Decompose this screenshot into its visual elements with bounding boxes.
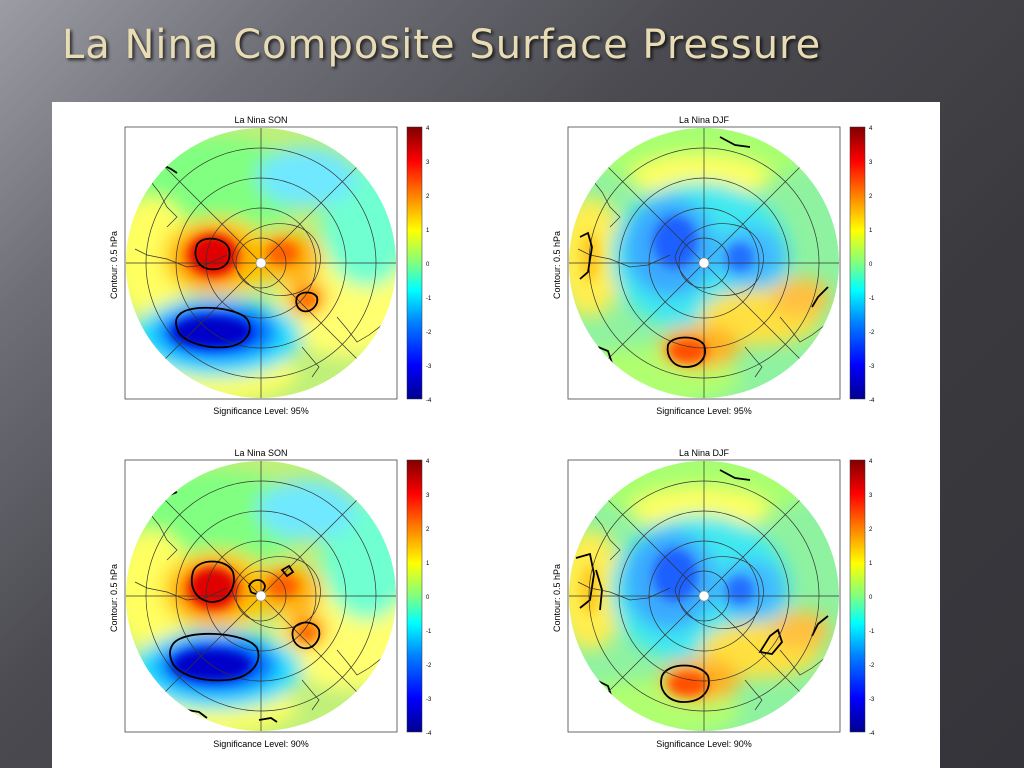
colorbar-tick: -3 <box>426 364 432 370</box>
panel-xlabel: Significance Level: 90% <box>213 739 309 749</box>
panel-title: La Nina SON <box>234 115 287 125</box>
map-svg: La Nina DJF Contour: 0.5 hPa Significanc… <box>552 448 875 749</box>
colorbar-tick: 1 <box>869 228 873 234</box>
colorbar-tick: 4 <box>426 126 430 132</box>
panel-ylabel: Contour: 0.5 hPa <box>109 564 119 632</box>
colorbar-tick: -2 <box>426 663 432 669</box>
map-svg: La Nina SON Contour: 0.5 hPa Significanc… <box>109 448 432 749</box>
panel-ylabel: Contour: 0.5 hPa <box>552 564 562 632</box>
colorbar-tick: -3 <box>869 364 875 370</box>
colorbar-tick: 1 <box>426 228 430 234</box>
colorbar-tick: 3 <box>869 493 873 499</box>
colorbar-tick: 4 <box>426 459 430 465</box>
colorbar-tick: 3 <box>869 160 873 166</box>
colorbar-tick: -1 <box>426 296 432 302</box>
colorbar-tick: 1 <box>869 561 873 567</box>
colorbar-tick: 1 <box>426 561 430 567</box>
colorbar-tick: 0 <box>869 595 873 601</box>
colorbar-tick: -4 <box>426 731 432 737</box>
panel-ylabel: Contour: 0.5 hPa <box>109 231 119 299</box>
colorbar-tick: 0 <box>426 262 430 268</box>
figure-area: La Nina SON Contour: 0.5 hPa Significanc… <box>52 102 940 768</box>
colorbar-tick: 0 <box>869 262 873 268</box>
panel-title: La Nina DJF <box>679 115 730 125</box>
colorbar-tick: -3 <box>426 697 432 703</box>
colorbar-tick: 4 <box>869 126 873 132</box>
anomaly-field <box>126 461 396 731</box>
colorbar-tick: 3 <box>426 493 430 499</box>
anomaly-field <box>569 128 839 398</box>
anomaly-field <box>126 128 396 398</box>
colorbar-tick: 2 <box>426 194 430 200</box>
colorbar-tick: -2 <box>426 330 432 336</box>
map-panel-son-90: La Nina SON Contour: 0.5 hPa Significanc… <box>107 440 527 760</box>
colorbar-tick: -4 <box>869 398 875 404</box>
colorbar-tick: 2 <box>426 527 430 533</box>
colorbar-tick: 2 <box>869 527 873 533</box>
panel-ylabel: Contour: 0.5 hPa <box>552 231 562 299</box>
colorbar-tick: 0 <box>426 595 430 601</box>
map-panel-djf-95: La Nina DJF Contour: 0.5 hPa Significanc… <box>550 107 970 427</box>
colorbar-tick: -2 <box>869 330 875 336</box>
panel-title: La Nina DJF <box>679 448 730 458</box>
colorbar-tick: -4 <box>869 731 875 737</box>
anomaly-field <box>569 461 839 731</box>
colorbar-tick: -1 <box>869 296 875 302</box>
panel-xlabel: Significance Level: 95% <box>213 406 309 416</box>
colorbar-tick: -2 <box>869 663 875 669</box>
colorbar-tick: -1 <box>869 629 875 635</box>
colorbar-tick: -3 <box>869 697 875 703</box>
map-svg: La Nina SON Contour: 0.5 hPa Significanc… <box>109 115 432 416</box>
map-svg: La Nina DJF Contour: 0.5 hPa Significanc… <box>552 115 875 416</box>
colorbar-tick: -1 <box>426 629 432 635</box>
map-panel-djf-90: La Nina DJF Contour: 0.5 hPa Significanc… <box>550 440 970 760</box>
slide-title: La Nina Composite Surface Pressure <box>62 22 822 68</box>
colorbar-tick: 4 <box>869 459 873 465</box>
panel-xlabel: Significance Level: 95% <box>656 406 752 416</box>
panel-xlabel: Significance Level: 90% <box>656 739 752 749</box>
map-panel-son-95: La Nina SON Contour: 0.5 hPa Significanc… <box>107 107 527 427</box>
colorbar-tick: -4 <box>426 398 432 404</box>
panel-title: La Nina SON <box>234 448 287 458</box>
colorbar-tick: 2 <box>869 194 873 200</box>
colorbar-tick: 3 <box>426 160 430 166</box>
